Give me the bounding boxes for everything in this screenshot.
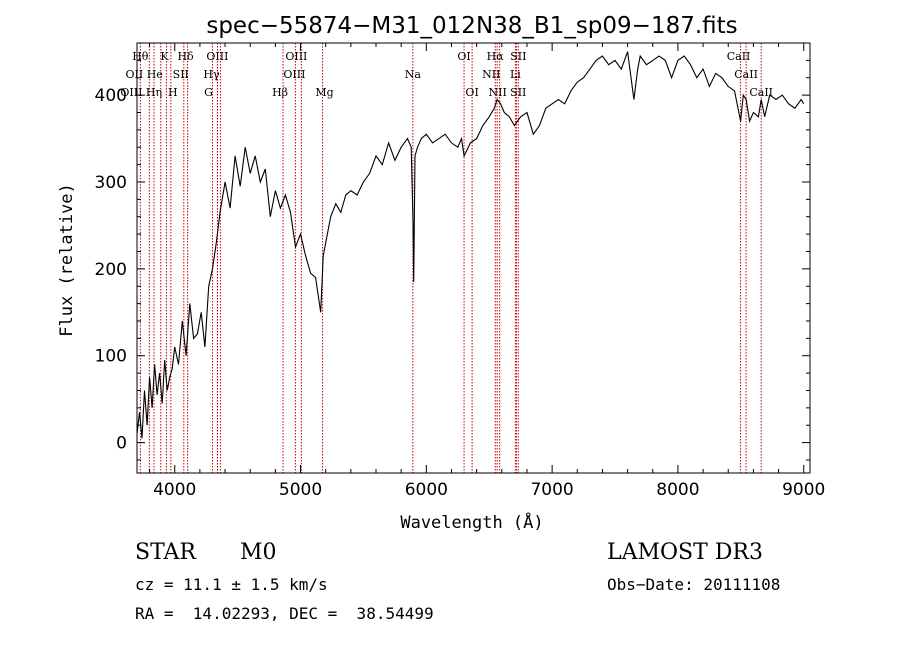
spectral-line-label: H: [168, 86, 178, 99]
spectral-line-label: G: [204, 86, 213, 99]
spectral-line-label: NII: [482, 68, 500, 81]
spectral-line-label: CaII: [734, 68, 758, 81]
y-tick-label: 400: [95, 86, 127, 106]
x-tick-label: 8000: [656, 480, 699, 500]
spectrum-series-line: [136, 51, 805, 439]
y-tick-label: 100: [95, 347, 127, 367]
axis-ticks: 4000 5000 6000 7000 8000 9000 0 100 200 300 400: [95, 43, 825, 500]
spectral-line-label: Hθ: [132, 50, 149, 63]
y-tick-label: 300: [95, 173, 127, 193]
spectral-line-label: SII: [173, 68, 189, 81]
spectral-line-label: OIII: [120, 86, 142, 99]
x-tick-label: 4000: [153, 480, 196, 500]
y-axis-label: Flux (relative): [57, 183, 77, 337]
cz-readout: cz = 11.1 ± 1.5 km/s: [135, 575, 328, 594]
spectral-line-label: SII: [510, 50, 526, 63]
y-tick-label: 0: [116, 434, 127, 454]
spectral-line-label: SII: [510, 86, 526, 99]
y-tick-label: 200: [95, 260, 127, 280]
chart-title: spec−55874−M31_012N38_B1_sp09−187.fits: [206, 13, 737, 39]
spectral-line-label: CaII: [749, 86, 773, 99]
spectral-line-label: OI: [457, 50, 470, 63]
obs-date-readout: Obs−Date: 20111108: [607, 575, 781, 594]
spectral-line-label: Hα: [487, 50, 505, 63]
spectral-line-label: Li: [510, 68, 521, 81]
spectral-line-label: Mg: [315, 86, 333, 99]
spectral-line-label: OI: [465, 86, 478, 99]
x-tick-label: 5000: [279, 480, 322, 500]
spectral-line-label: Hδ: [177, 50, 194, 63]
spectral-line-label: Hη: [146, 86, 162, 99]
survey-label: LAMOST DR3: [607, 540, 763, 565]
spectral-line-label: NII: [489, 86, 507, 99]
subclass-label: M0: [240, 540, 277, 565]
spectral-line-label: CaII: [727, 50, 751, 63]
spectral-line-markers: [139, 43, 762, 473]
spectral-line-labels: Hθ OII OIII Hη K H He SII Hδ OIII Hγ G Hβ OIII OIII Mg N…: [120, 50, 773, 99]
x-axis-label: Wavelength (Å): [400, 511, 543, 533]
coords-readout: RA = 14.02293, DEC = 38.54499: [135, 604, 434, 623]
class-label: STAR: [135, 540, 196, 565]
x-tick-label: 6000: [405, 480, 448, 500]
x-tick-label: 9000: [782, 480, 825, 500]
spectral-line-label: Na: [405, 68, 422, 81]
x-tick-label: 7000: [530, 480, 573, 500]
plot-frame: [136, 42, 811, 474]
spectral-line-label: Hγ: [203, 68, 220, 81]
spectral-line-label: Hβ: [272, 86, 288, 99]
spectral-line-label: OIII: [206, 50, 228, 63]
spectral-line-label: OIII: [283, 68, 305, 81]
spectral-line-label: He: [147, 68, 163, 81]
spectral-line-label: K: [160, 50, 169, 63]
spectral-line-label: OIII: [285, 50, 307, 63]
spectral-line-label: OII: [126, 68, 144, 81]
